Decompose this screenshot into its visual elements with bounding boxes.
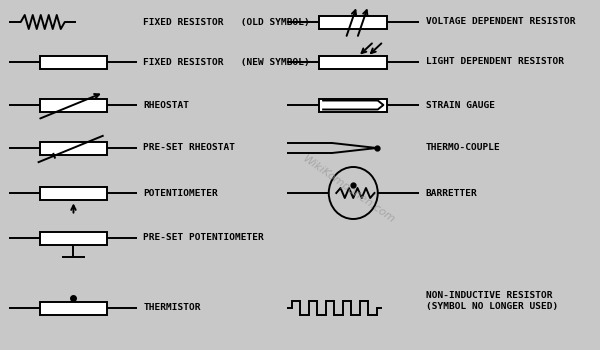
Text: POTENTIOMETER: POTENTIOMETER <box>143 189 218 197</box>
Text: PRE-SET RHEOSTAT: PRE-SET RHEOSTAT <box>143 144 235 153</box>
Text: BARRETTER: BARRETTER <box>426 189 478 197</box>
Bar <box>319 15 387 28</box>
Bar <box>40 141 107 154</box>
Bar <box>319 98 387 112</box>
Text: RHEOSTAT: RHEOSTAT <box>143 100 189 110</box>
Bar <box>319 56 387 69</box>
Text: THERMISTOR: THERMISTOR <box>143 303 200 313</box>
Bar <box>40 56 107 69</box>
Text: STRAIN GAUGE: STRAIN GAUGE <box>426 100 495 110</box>
Text: FIXED RESISTOR   (NEW SYMBOL): FIXED RESISTOR (NEW SYMBOL) <box>143 57 310 66</box>
Bar <box>40 301 107 315</box>
Text: WikiKomponen.com: WikiKomponen.com <box>301 154 397 226</box>
Text: PRE-SET POTENTIOMETER: PRE-SET POTENTIOMETER <box>143 233 264 243</box>
Text: THERMO-COUPLE: THERMO-COUPLE <box>426 144 500 153</box>
Text: VOLTAGE DEPENDENT RESISTOR: VOLTAGE DEPENDENT RESISTOR <box>426 18 575 27</box>
Bar <box>40 98 107 112</box>
Text: NON-INDUCTIVE RESISTOR
(SYMBOL NO LONGER USED): NON-INDUCTIVE RESISTOR (SYMBOL NO LONGER… <box>426 291 558 311</box>
Bar <box>40 187 107 199</box>
Text: LIGHT DEPENDENT RESISTOR: LIGHT DEPENDENT RESISTOR <box>426 57 564 66</box>
Text: FIXED RESISTOR   (OLD SYMBOL): FIXED RESISTOR (OLD SYMBOL) <box>143 18 310 27</box>
Bar <box>40 231 107 245</box>
